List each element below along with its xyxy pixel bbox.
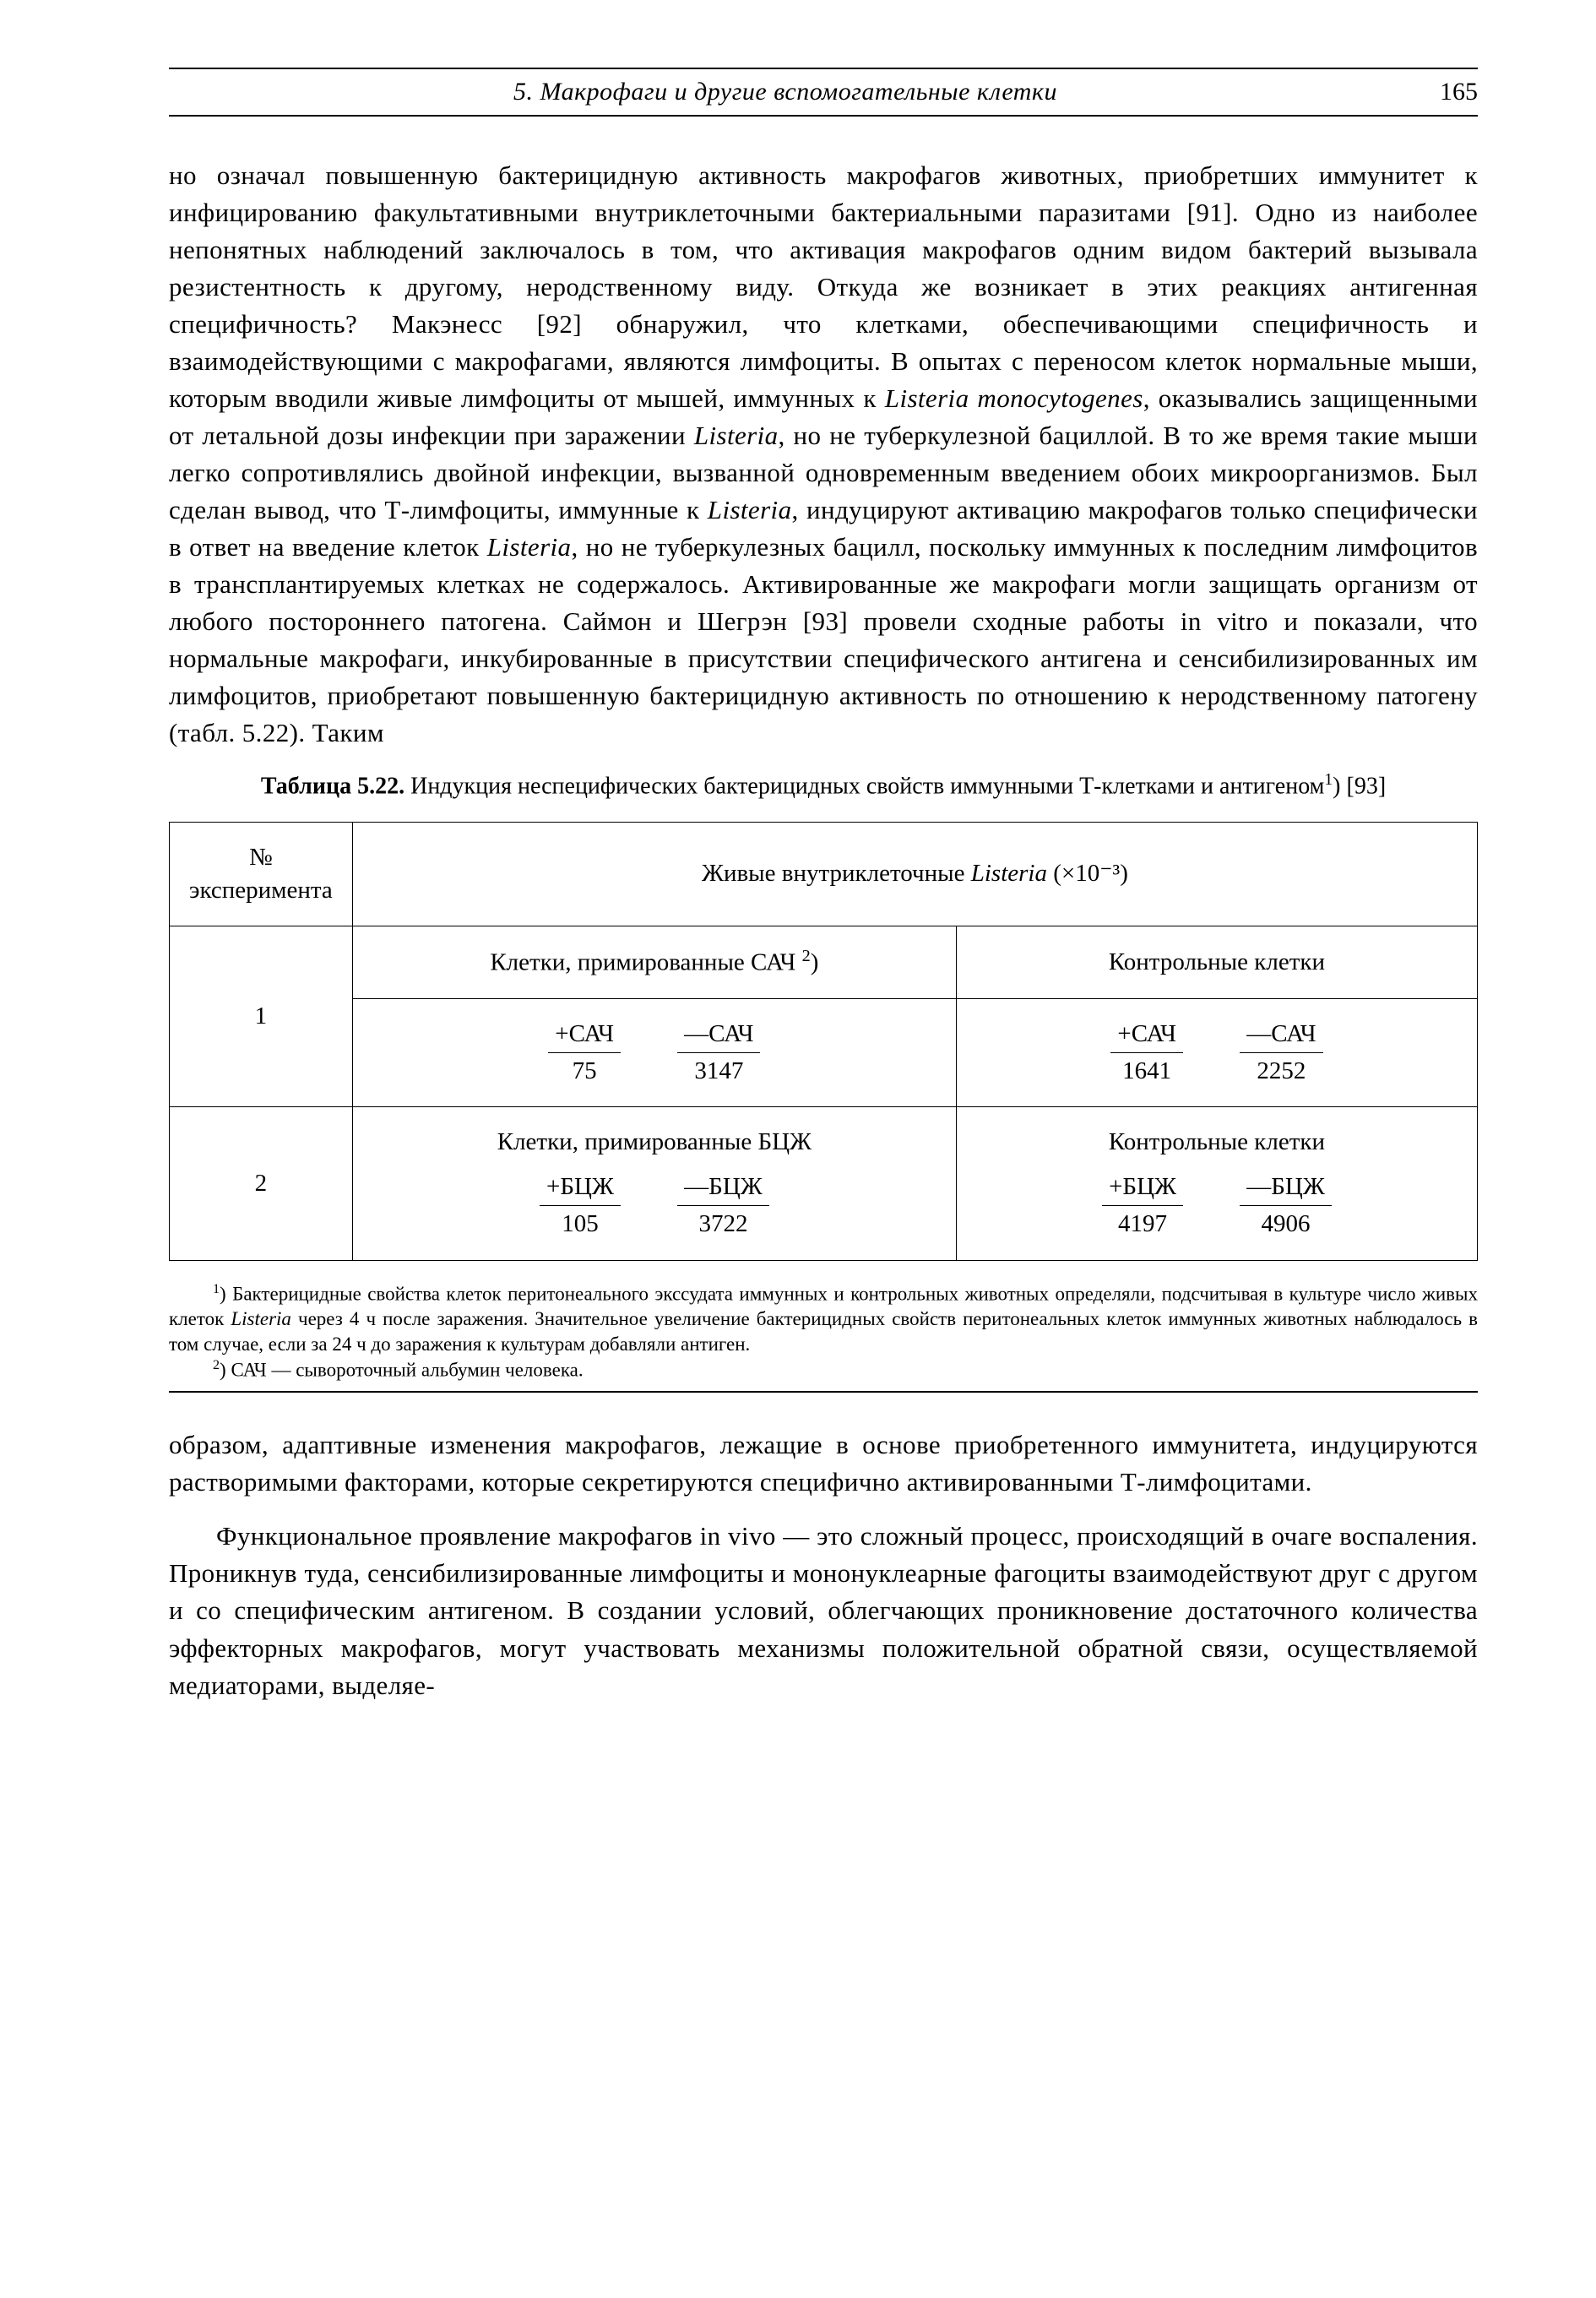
pair-value: 3147 [677,1053,760,1088]
table-row: +САЧ75 —САЧ3147 +САЧ1641 —САЧ2252 [170,998,1478,1106]
table-head-values: Живые внутриклеточные Listeria (×10⁻³) [352,822,1477,926]
cell-title: Контрольные клетки [969,1126,1465,1159]
pair-value: 4906 [1240,1206,1332,1241]
text: через 4 ч после заражения. Значительное … [169,1308,1478,1355]
cell-left-values: +САЧ75 —САЧ3147 [352,998,956,1106]
table-head-exp: № эксперимента [170,822,353,926]
text: ) САЧ — сывороточный альбумин человека. [220,1360,584,1381]
pair-label: —БЦЖ [1240,1171,1332,1206]
text: , но не туберкулезных бацилл, поскольку … [169,532,1478,747]
pair-value: 2252 [1240,1053,1322,1088]
cell-right-values: +САЧ1641 —САЧ2252 [956,998,1477,1106]
pair-label: —САЧ [677,1018,760,1053]
exp-num: 2 [170,1107,353,1260]
sup: 2 [213,1358,220,1372]
table-footnotes: 1) Бактерицидные свойства клеток перитон… [169,1278,1478,1393]
pair-label: —САЧ [1240,1018,1322,1053]
italic: Listeria [231,1308,291,1329]
pair-label: +САЧ [1110,1018,1183,1053]
table-head-row: № эксперимента Живые внутриклеточные Lis… [170,822,1478,926]
header-rule-top [169,68,1478,69]
caption-label: Таблица 5.22. [261,774,404,800]
text: но означал повышенную бактерицидную акти… [169,160,1478,413]
footnote-2: 2) САЧ — сывороточный альбумин человека. [169,1357,1478,1383]
pair-label: +САЧ [548,1018,621,1053]
text: Клетки, примированные БЦЖ [497,1128,812,1155]
pair-value: 3722 [677,1206,769,1241]
cell-right: Контрольные клетки +БЦЖ4197 —БЦЖ4906 [956,1107,1477,1260]
sup: 2 [802,947,811,965]
value-pair: —САЧ3147 [677,1018,760,1088]
italic: Listeria [971,860,1047,887]
sup: 1 [213,1282,220,1296]
pair-value: 75 [548,1053,621,1088]
text: Клетки, примированные САЧ [490,949,801,976]
text: ) [811,949,819,976]
cell-title: Клетки, примированные БЦЖ [365,1126,944,1159]
value-pair: +БЦЖ105 [540,1171,621,1241]
italic: Listeria [708,495,792,524]
value-pair: +САЧ75 [548,1018,621,1088]
page-number: 165 [1402,78,1478,106]
value-pair: +САЧ1641 [1110,1018,1183,1088]
value-pair: —САЧ2252 [1240,1018,1322,1088]
italic: Listeria [487,532,572,562]
italic: Listeria [694,421,779,450]
pair-label: +БЦЖ [540,1171,621,1206]
table-row: 2 Клетки, примированные БЦЖ +БЦЖ105 —БЦЖ… [170,1107,1478,1260]
paragraph-2: образом, адаптивные изменения макрофагов… [169,1426,1478,1501]
pair-value: 4197 [1102,1206,1183,1241]
footnote-1: 1) Бактерицидные свойства клеток перитон… [169,1281,1478,1357]
table-row: 1 Клетки, примированные САЧ 2) Контрольн… [170,926,1478,999]
pair-value: 1641 [1110,1053,1183,1088]
cell-left-title: Клетки, примированные САЧ 2) [352,926,956,999]
exp-num: 1 [170,926,353,1107]
caption-text: Индукция неспецифических бактерицидных с… [404,774,1324,800]
text: Живые внутриклеточные [702,860,971,887]
table-caption: Таблица 5.22. Индукция неспецифических б… [241,769,1406,803]
italic: Listeria monocytogenes [885,383,1143,413]
cell-left: Клетки, примированные БЦЖ +БЦЖ105 —БЦЖ37… [352,1107,956,1260]
pair-value: 105 [540,1206,621,1241]
pair-label: +БЦЖ [1102,1171,1183,1206]
value-pair: —БЦЖ4906 [1240,1171,1332,1241]
text: (×10⁻³) [1047,860,1128,887]
paragraph-3: Функциональное проявление макрофагов in … [169,1518,1478,1703]
caption-text: ) [93] [1333,774,1386,800]
value-pair: +БЦЖ4197 [1102,1171,1183,1241]
running-head: 5. Макрофаги и другие вспомогательные кл… [169,73,1478,117]
pair-label: —БЦЖ [677,1171,769,1206]
caption-sup: 1 [1324,771,1333,789]
running-title: 5. Макрофаги и другие вспомогательные кл… [169,78,1402,106]
paragraph-1: но означал повышенную бактерицидную акти… [169,157,1478,752]
data-table: № эксперимента Живые внутриклеточные Lis… [169,822,1478,1261]
value-pair: —БЦЖ3722 [677,1171,769,1241]
cell-right-title: Контрольные клетки [956,926,1477,999]
